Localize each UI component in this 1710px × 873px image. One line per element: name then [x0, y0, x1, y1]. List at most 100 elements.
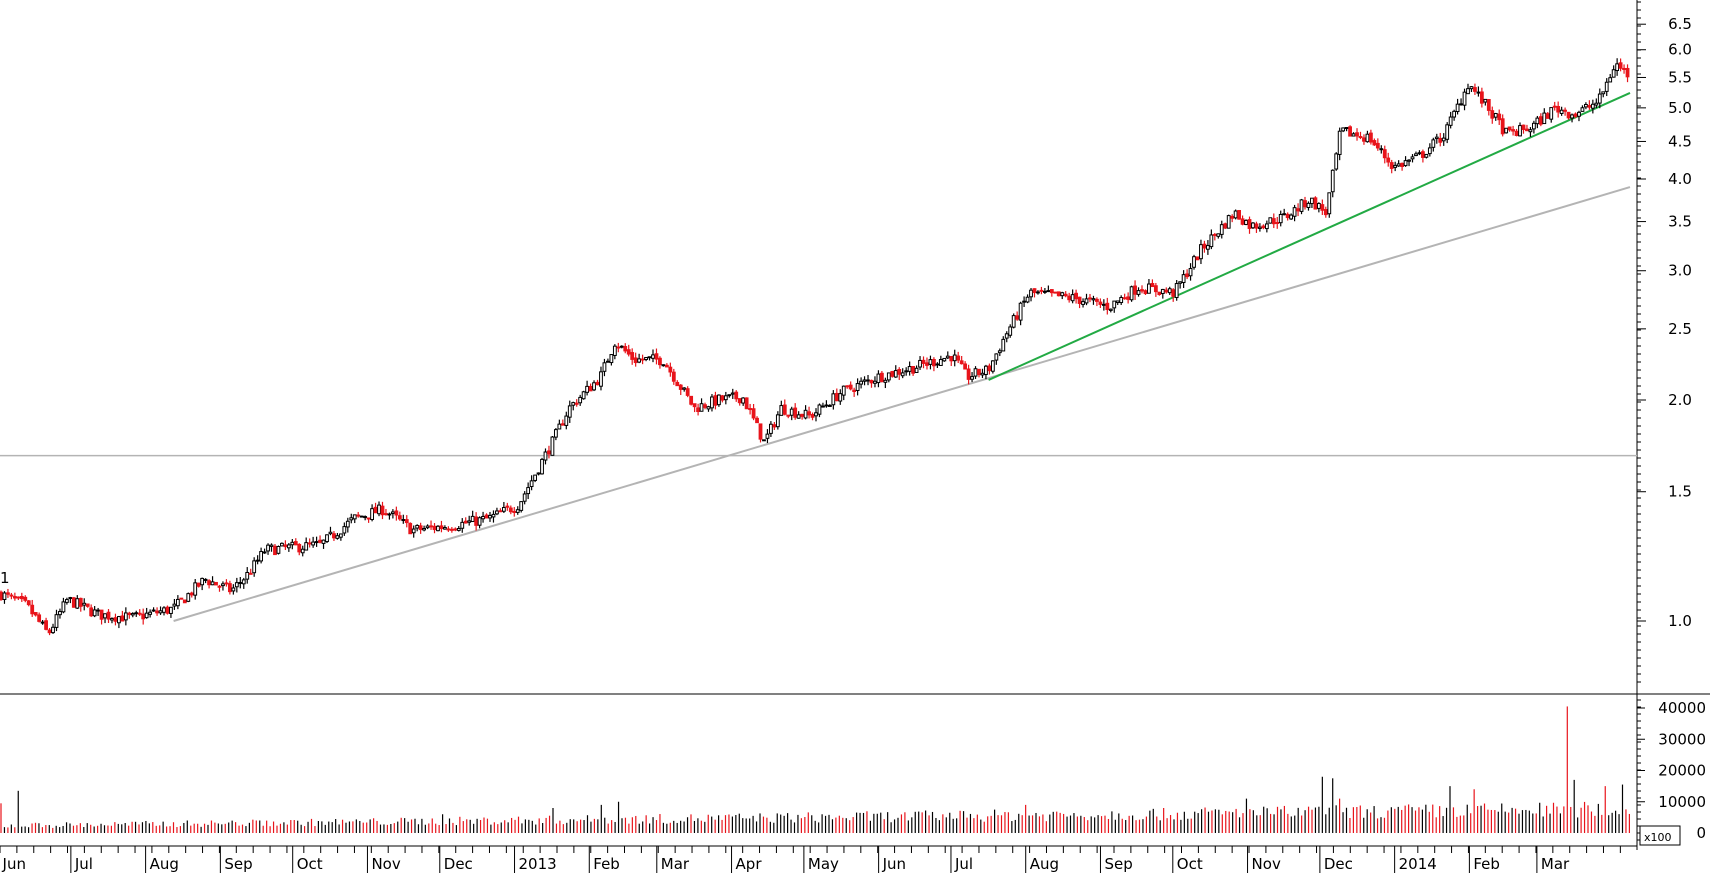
candle-body: [838, 393, 843, 402]
candle-body: [540, 458, 544, 475]
candle-body: [1119, 297, 1124, 304]
candle-body: [942, 357, 947, 362]
candle-body: [477, 517, 482, 526]
candle-body: [37, 614, 42, 622]
candle-body: [723, 395, 728, 401]
candle-body: [897, 368, 902, 375]
candle-body: [1029, 289, 1033, 298]
candle-body: [248, 572, 253, 575]
candle-body: [1205, 245, 1210, 250]
candle-body: [1001, 338, 1006, 352]
candle-body: [671, 371, 676, 382]
candle-body: [1511, 129, 1515, 132]
price-tick-label: 5.0: [1668, 99, 1692, 117]
candle-body: [1098, 301, 1103, 305]
candle-body: [1147, 283, 1151, 294]
candle-body: [1389, 162, 1394, 169]
candle-body: [432, 525, 437, 531]
candle-body: [155, 610, 159, 614]
candlesticks: [0, 58, 1630, 636]
candle-body: [1476, 91, 1481, 94]
candle-body: [1084, 298, 1089, 304]
candle-body: [463, 520, 468, 524]
candle-body: [1074, 292, 1079, 300]
candle-body: [439, 525, 444, 530]
candle-body: [1237, 210, 1242, 220]
candle-body: [640, 358, 645, 361]
time-tick-label: Nov: [1252, 855, 1281, 873]
candle-body: [1136, 290, 1141, 295]
time-tick-label: Mar: [1541, 855, 1570, 873]
candle-body: [207, 580, 211, 586]
price-tick-label: 4.0: [1668, 170, 1692, 188]
candle-body: [1556, 105, 1561, 113]
time-tick-label: Oct: [297, 855, 323, 873]
candle-body: [1240, 218, 1245, 225]
candle-body: [1486, 99, 1491, 111]
candle-body: [1545, 113, 1550, 119]
candle-body: [1434, 136, 1439, 140]
candle-body: [342, 526, 347, 534]
candle-body: [200, 577, 205, 586]
candle-body: [1341, 127, 1346, 132]
candle-body: [286, 544, 291, 549]
price-tick-label: 1.5: [1668, 483, 1692, 501]
candle-body: [925, 362, 929, 366]
candle-body: [886, 372, 891, 381]
candle-body: [394, 510, 399, 516]
candle-body: [467, 520, 472, 523]
candle-body: [706, 406, 711, 410]
candle-body: [1216, 233, 1221, 237]
candle-body: [1611, 69, 1616, 78]
candle-body: [1518, 125, 1522, 137]
candle-body: [1521, 124, 1526, 130]
candle-body: [1164, 289, 1169, 293]
candle-body: [297, 543, 302, 553]
candle-body: [1282, 213, 1287, 216]
candle-body: [1015, 315, 1020, 320]
candle-body: [1039, 289, 1044, 292]
candle-body: [238, 581, 243, 584]
candle-body: [595, 381, 600, 386]
candle-body: [845, 385, 850, 388]
candle-body: [1036, 291, 1040, 294]
candle-body: [103, 613, 107, 619]
candle-body: [1105, 302, 1110, 310]
candle-body: [1396, 163, 1401, 167]
candle-body: [1108, 308, 1113, 311]
candle-body: [377, 504, 381, 515]
candle-body: [1362, 137, 1366, 142]
candle-body: [203, 578, 208, 581]
candle-body: [529, 480, 534, 488]
candle-body: [470, 515, 475, 523]
candle-body: [1296, 208, 1300, 212]
corner-marker: 1: [0, 569, 10, 587]
candle-body: [918, 359, 922, 368]
candle-body: [612, 345, 617, 356]
candle-body: [800, 413, 805, 417]
candle-body: [1566, 111, 1571, 119]
candle-body: [592, 382, 596, 391]
candle-body: [456, 528, 461, 531]
candle-body: [1289, 214, 1294, 220]
candle-body: [1337, 130, 1342, 155]
candle-body: [1601, 91, 1606, 95]
candle-body: [980, 372, 985, 376]
price-panel: 6.5 6.0 5.5 5.0 4.5 4.0 3.5 3.0 2.5 2.0 1.5 1.0 1: [0, 0, 1710, 850]
candle-body: [1115, 300, 1120, 304]
candle-body: [1393, 164, 1398, 168]
candle-body: [1400, 162, 1405, 167]
price-tick-label: 6.0: [1668, 41, 1692, 59]
candle-body: [904, 370, 909, 373]
candle-body: [796, 414, 801, 419]
candle-body: [47, 629, 52, 634]
candle-body: [914, 367, 919, 373]
time-tick-label: Dec: [1324, 855, 1353, 873]
candle-body: [685, 388, 690, 396]
candle-body: [994, 353, 999, 361]
candle-body: [113, 617, 118, 622]
candle-body: [352, 514, 357, 520]
candle-body: [602, 362, 607, 372]
candle-body: [730, 392, 735, 395]
candle-body: [1452, 110, 1457, 118]
